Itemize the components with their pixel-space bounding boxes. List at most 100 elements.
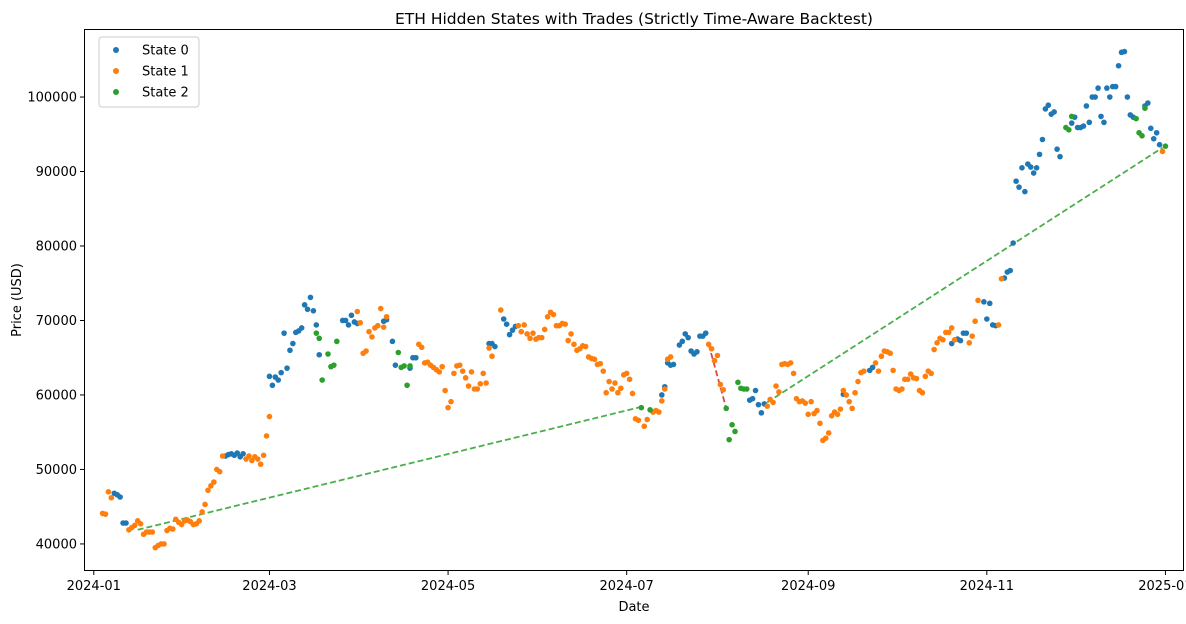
point-state-1 bbox=[612, 380, 618, 386]
point-state-1 bbox=[618, 385, 624, 392]
point-state-1 bbox=[436, 369, 443, 375]
point-state-1 bbox=[202, 501, 208, 508]
point-state-1 bbox=[720, 386, 727, 393]
point-state-1 bbox=[787, 360, 794, 366]
point-state-1 bbox=[521, 322, 527, 328]
point-state-0 bbox=[694, 348, 700, 355]
point-state-2 bbox=[316, 335, 323, 342]
point-state-1 bbox=[834, 411, 841, 418]
point-state-1 bbox=[995, 322, 1002, 328]
point-state-0 bbox=[1013, 178, 1019, 184]
x-tick-label: 2024-09 bbox=[781, 579, 835, 594]
point-state-1 bbox=[825, 430, 832, 436]
point-state-1 bbox=[998, 275, 1005, 282]
point-state-0 bbox=[307, 294, 314, 301]
point-state-1 bbox=[582, 343, 589, 350]
y-tick-label: 100000 bbox=[27, 91, 77, 106]
point-state-2 bbox=[334, 338, 340, 345]
point-state-0 bbox=[316, 351, 323, 358]
point-state-1 bbox=[717, 381, 724, 388]
point-state-0 bbox=[1153, 129, 1160, 136]
point-state-1 bbox=[629, 390, 636, 397]
point-state-0 bbox=[1083, 103, 1090, 109]
point-state-1 bbox=[375, 322, 381, 329]
point-state-1 bbox=[878, 353, 885, 360]
point-state-1 bbox=[527, 335, 533, 342]
point-state-1 bbox=[814, 407, 820, 414]
point-state-0 bbox=[1121, 48, 1128, 55]
point-state-1 bbox=[904, 376, 911, 383]
point-state-1 bbox=[562, 321, 568, 328]
point-state-1 bbox=[802, 400, 809, 406]
point-state-0 bbox=[275, 377, 282, 383]
point-state-0 bbox=[1016, 184, 1022, 190]
point-state-0 bbox=[1033, 164, 1040, 171]
point-state-0 bbox=[290, 340, 296, 347]
point-state-1 bbox=[254, 456, 261, 462]
point-state-1 bbox=[445, 404, 451, 411]
point-state-1 bbox=[515, 322, 522, 329]
y-tick-label: 60000 bbox=[36, 388, 77, 403]
point-state-1 bbox=[659, 398, 665, 404]
point-state-1 bbox=[922, 373, 929, 380]
point-state-0 bbox=[1019, 164, 1025, 171]
point-state-1 bbox=[969, 333, 975, 339]
x-tick-label: 2024-03 bbox=[242, 579, 296, 594]
point-state-2 bbox=[732, 428, 738, 435]
point-state-1 bbox=[770, 399, 776, 406]
point-state-1 bbox=[524, 331, 530, 337]
point-state-1 bbox=[667, 354, 674, 360]
point-state-1 bbox=[773, 383, 779, 389]
point-state-0 bbox=[749, 395, 756, 402]
point-state-0 bbox=[492, 343, 498, 350]
point-state-1 bbox=[456, 362, 463, 368]
point-state-0 bbox=[284, 365, 290, 371]
point-state-1 bbox=[538, 334, 545, 341]
point-state-1 bbox=[205, 487, 211, 494]
point-state-0 bbox=[287, 347, 293, 354]
point-state-0 bbox=[1051, 109, 1057, 115]
point-state-0 bbox=[685, 334, 691, 341]
chart-title: ETH Hidden States with Trades (Strictly … bbox=[395, 10, 873, 28]
point-state-1 bbox=[541, 326, 548, 333]
point-state-0 bbox=[957, 337, 964, 344]
point-state-0 bbox=[1068, 120, 1075, 126]
point-state-0 bbox=[869, 364, 876, 371]
point-state-0 bbox=[1104, 85, 1110, 91]
point-state-2 bbox=[735, 379, 741, 386]
point-state-1 bbox=[480, 370, 487, 377]
point-state-1 bbox=[975, 297, 981, 304]
point-state-1 bbox=[211, 479, 217, 485]
x-tick-label: 2025-01 bbox=[1138, 579, 1186, 594]
point-state-0 bbox=[506, 331, 513, 338]
x-axis-label: Date bbox=[618, 600, 649, 615]
legend-marker-state-0 bbox=[113, 47, 119, 53]
legend: State 0 State 1 State 2 bbox=[98, 36, 200, 108]
point-state-0 bbox=[702, 330, 709, 336]
y-tick-label: 80000 bbox=[36, 240, 77, 255]
point-state-1 bbox=[840, 387, 847, 394]
point-state-1 bbox=[170, 526, 176, 532]
point-state-0 bbox=[304, 306, 311, 313]
legend-marker-state-2 bbox=[113, 89, 119, 95]
y-axis-label: Price (USD) bbox=[10, 263, 25, 337]
point-state-2 bbox=[743, 386, 750, 392]
point-state-1 bbox=[846, 398, 853, 405]
point-state-0 bbox=[755, 401, 762, 408]
point-state-1 bbox=[591, 356, 598, 363]
point-state-1 bbox=[544, 313, 551, 320]
point-state-1 bbox=[380, 324, 387, 330]
point-state-1 bbox=[246, 453, 252, 459]
point-state-0 bbox=[117, 494, 123, 500]
point-state-2 bbox=[1142, 105, 1148, 112]
point-state-2 bbox=[395, 349, 402, 356]
legend-label-state-0: State 0 bbox=[142, 44, 189, 59]
point-state-0 bbox=[413, 354, 419, 361]
point-state-0 bbox=[1098, 113, 1104, 120]
point-state-1 bbox=[550, 311, 557, 318]
point-state-0 bbox=[1092, 94, 1098, 100]
point-state-0 bbox=[500, 316, 507, 322]
point-state-1 bbox=[635, 417, 642, 424]
point-state-0 bbox=[281, 330, 287, 336]
point-state-1 bbox=[644, 416, 650, 423]
